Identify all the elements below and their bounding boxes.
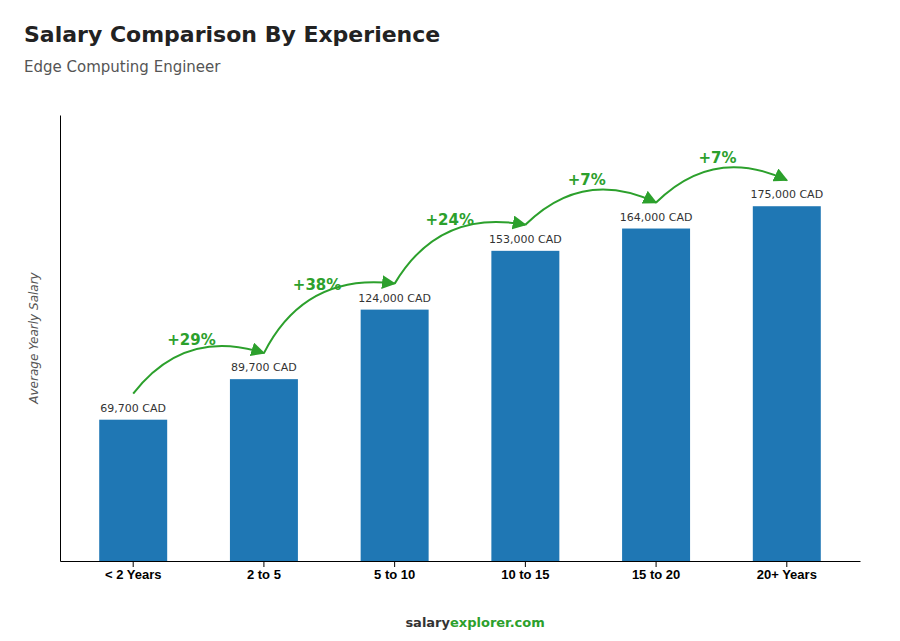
data-label: 164,000 CAD <box>620 211 693 224</box>
annotation: +7% <box>568 171 606 189</box>
x-tick-mark <box>786 561 787 567</box>
chart: Salary Comparison By Experience Edge Comp… <box>0 0 900 641</box>
subtitle: Edge Computing Engineer <box>24 58 221 76</box>
data-label: 124,000 CAD <box>358 292 431 305</box>
arrow <box>656 167 787 202</box>
data-label: 89,700 CAD <box>231 361 297 374</box>
x-tick-mark <box>263 561 264 567</box>
data-labels: 69,700 CAD 89,700 CAD 124,000 CAD 153,000 C… <box>100 188 823 414</box>
title: Salary Comparison By Experience <box>24 22 440 47</box>
bar <box>491 251 559 561</box>
arrow <box>133 346 264 394</box>
x-axis: < 2 Years 2 to 5 5 to 10 10 to 15 15 to 20 20… <box>61 561 861 582</box>
bar <box>622 229 690 561</box>
annotation: +7% <box>699 149 737 167</box>
annotation: +29% <box>167 331 215 349</box>
bar <box>753 206 821 561</box>
footer: explorer.com <box>450 615 545 630</box>
x-tick: 20+ Years <box>757 561 817 582</box>
y-axis-line <box>60 116 61 562</box>
x-tick: < 2 Years <box>105 561 162 582</box>
data-label: 69,700 CAD <box>100 402 166 415</box>
plot: < 2 Years 2 to 5 5 to 10 10 to 15 15 to 20 20… <box>61 116 861 583</box>
x-tick: 15 to 20 <box>632 561 680 582</box>
x-axis-line <box>61 561 861 562</box>
x-tick-label: 20+ Years <box>757 567 817 582</box>
x-tick-mark <box>133 561 134 567</box>
arrow <box>395 222 526 284</box>
bars <box>99 206 821 561</box>
x-tick-label: < 2 Years <box>105 567 162 582</box>
y-axis <box>60 116 61 562</box>
x-tick: 10 to 15 <box>501 561 549 582</box>
x-tick-label: 15 to 20 <box>632 567 680 582</box>
x-tick-label: 2 to 5 <box>247 567 281 582</box>
x-tick-mark <box>394 561 395 567</box>
x-tick: 5 to 10 <box>374 561 415 582</box>
footer: salary <box>405 615 450 630</box>
annotations: +29% +38% +24% +7% +7% <box>133 149 787 394</box>
x-tick-label: 5 to 10 <box>374 567 415 582</box>
x-tick: 2 to 5 <box>247 561 281 582</box>
y-axis-title: Average Yearly Salary <box>27 271 41 404</box>
data-label: 153,000 CAD <box>489 233 562 246</box>
annotation: +24% <box>425 211 473 229</box>
bar <box>99 420 167 561</box>
arrow <box>525 189 656 224</box>
data-label: 175,000 CAD <box>750 188 823 201</box>
bar <box>361 310 429 561</box>
bar <box>230 379 298 561</box>
x-tick-mark <box>525 561 526 567</box>
x-tick-label: 10 to 15 <box>501 567 549 582</box>
annotation: +38% <box>293 276 341 294</box>
x-tick-mark <box>656 561 657 567</box>
